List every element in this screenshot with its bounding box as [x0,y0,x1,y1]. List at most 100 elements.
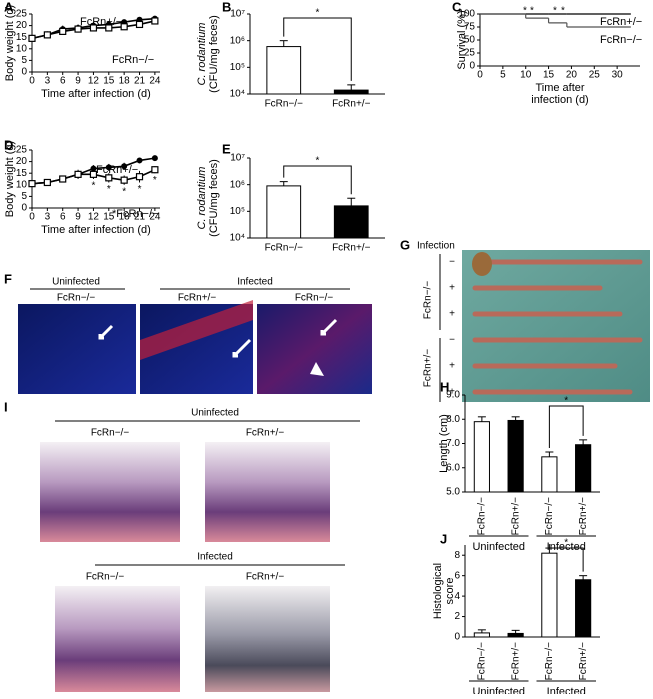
x-tick-label: FcRn−/− [544,497,555,536]
significance-bracket [548,405,584,448]
x-tick-label: FcRn−/− [477,497,488,536]
colons [472,259,643,395]
x-tick-label: FcRn+/− [510,497,521,536]
significance-bracket [283,17,352,81]
x-tick-label: FcRn−/− [265,99,304,110]
marker [43,178,51,187]
y-tick-label: 5.0 [446,487,460,498]
significance: * [561,6,565,17]
x-tick-label: 5 [500,70,506,81]
histology-image [55,586,180,692]
image-label: FcRn+/− [246,572,285,583]
y-tick-label: 10⁶ [230,179,245,190]
sign: + [449,387,455,398]
sign: + [449,309,455,320]
histology-image [40,442,180,542]
y-tick-label: 10⁵ [230,206,245,217]
bar [473,632,490,638]
x-tick-label: 24 [149,76,161,87]
y-axis-label: score [444,578,456,605]
group-label: Uninfected [472,686,525,694]
y-tick-label: 75 [464,22,476,33]
y-tick-label: 15 [16,168,28,179]
significance-bracket [548,544,584,572]
x-tick-label: 18 [119,212,131,223]
significance: * [316,156,320,167]
sign: + [449,283,455,294]
y-tick-label: 10 [16,179,28,190]
x-axis-label: Time after infection (d) [41,88,151,100]
x-tick-label: FcRn−/− [544,642,555,681]
y-axis-label: Length (cm) [438,414,450,473]
marker [105,174,113,182]
y-axis-label: (CFU/mg feces) [208,15,220,93]
significance: * [122,186,126,197]
marker [120,176,128,184]
bar [507,419,524,493]
y-tick-label: 8.0 [446,414,460,425]
marker [121,163,128,170]
bar [266,185,302,239]
marker [120,23,128,31]
x-tick-label: FcRn+/− [332,99,371,110]
x-tick-label: FcRn−/− [477,642,488,681]
x-tick-label: 15 [543,70,555,81]
y-tick-label: 5 [21,191,27,202]
x-tick-label: FcRn+/− [332,243,371,254]
y-axis-label: C. rodantium [196,167,208,230]
y-tick-label: 5 [21,55,27,66]
panel-letter: E [222,141,231,156]
y-tick-label: 25 [464,48,476,59]
y-tick-label: 6.0 [446,462,460,473]
significance: * [153,175,157,186]
cecum [472,252,492,276]
x-tick-label: 3 [45,76,51,87]
panel-letter: C [452,0,462,14]
micrograph [18,304,136,394]
panel-letter: B [222,0,231,14]
bar [575,444,592,493]
x-tick-label: 15 [103,212,115,223]
marker [59,27,67,35]
x-tick-label: 0 [477,70,483,81]
image-label: FcRn−/− [295,293,334,304]
x-tick-label: 25 [589,70,601,81]
histology-image [205,586,330,692]
group-label: Infected [237,277,273,288]
series-label: FcRn+/− [96,164,138,176]
panel-letter: F [4,271,12,286]
y-tick-label: 50 [464,35,476,46]
arrow [320,318,338,336]
y-axis-label: Body weight (g) [4,5,16,81]
marker [89,24,98,32]
x-tick-label: 10 [520,70,532,81]
x-tick-label: 15 [103,76,115,87]
marker [74,25,82,33]
bar [575,579,592,638]
panel-letter: G [400,237,410,252]
x-tick-label: 6 [60,212,66,223]
image-label: FcRn+/− [246,428,285,439]
x-tick-label: 20 [566,70,578,81]
x-tick-label: 12 [88,212,100,223]
series-label: *FcRn−/− [112,208,158,220]
group-label: FcRn−/− [423,281,434,320]
bar [333,89,369,95]
y-tick-label: 20 [16,20,28,31]
x-tick-label: 0 [29,76,35,87]
x-axis-label: Time after infection (d) [41,224,151,236]
y-tick-label: 10 [16,43,28,54]
y-tick-label: 0 [454,632,460,643]
histology-image [205,442,330,542]
marker [59,175,67,183]
x-tick-label: FcRn+/− [510,642,521,681]
arrow [232,338,252,358]
image-title: Infection [417,241,455,252]
image-label: FcRn−/− [91,428,130,439]
significance: * [553,6,557,17]
group-label: Uninfected [52,277,100,288]
x-tick-label: 21 [134,212,146,223]
y-tick-label: 8 [454,550,460,561]
y-axis-label: Histological [432,563,444,619]
